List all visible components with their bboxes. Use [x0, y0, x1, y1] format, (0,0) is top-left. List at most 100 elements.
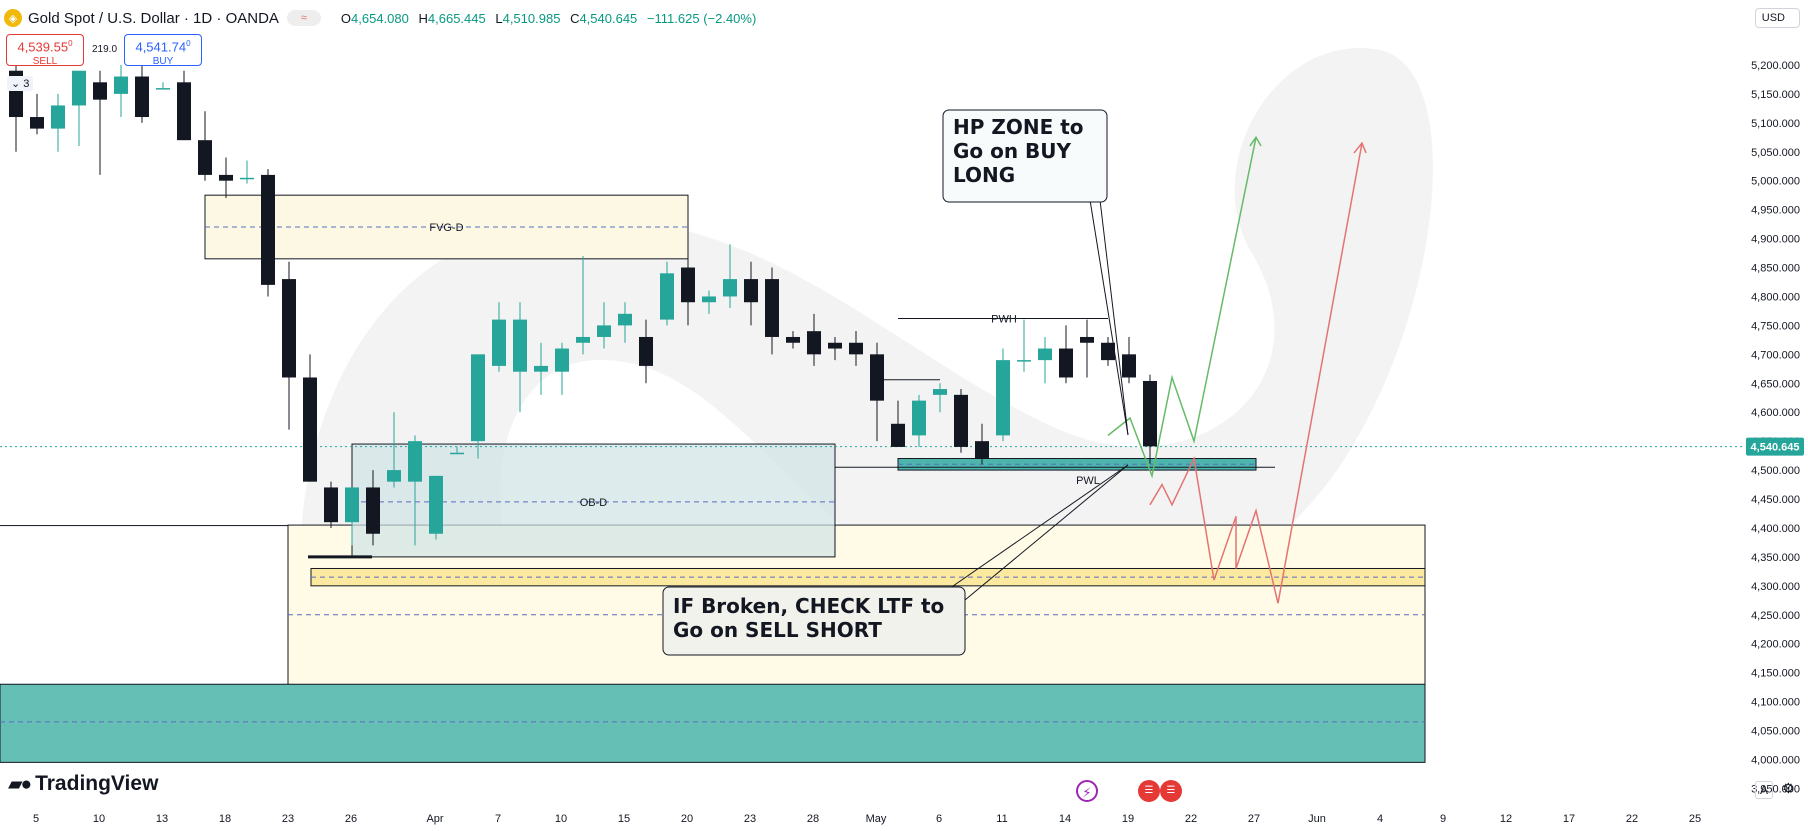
candle-body-40 — [849, 342, 863, 355]
gold-coin-icon: ◈ — [4, 9, 22, 27]
price-tag — [1746, 437, 1804, 456]
lots-stepper[interactable]: ⌄ 3 — [7, 76, 34, 91]
candle-body-17 — [366, 487, 380, 534]
candle-body-33 — [702, 296, 716, 303]
symbol-title[interactable]: Gold Spot / U.S. Dollar · 1D · OANDA — [28, 9, 279, 27]
x-tick-19: 27 — [1248, 813, 1260, 825]
candle-body-42 — [891, 423, 905, 447]
candle-body-6 — [135, 76, 149, 118]
gear-icon[interactable]: ⚙ — [1782, 780, 1795, 796]
sell-button[interactable]: 4,539.550 SELL — [6, 34, 84, 67]
candle-body-44 — [933, 389, 947, 395]
y-tick-5: 4,950.000 — [1751, 205, 1800, 217]
y-tick-20: 4,200.000 — [1751, 639, 1800, 651]
chart-header: ◈ Gold Spot / U.S. Dollar · 1D · OANDA ≈… — [0, 0, 756, 36]
candle-body-46 — [975, 441, 989, 459]
x-tick-22: 9 — [1440, 813, 1446, 825]
zone-label-1: OB-D — [580, 497, 608, 509]
sell-note-line-1: Go on SELL SHORT — [673, 618, 882, 642]
x-tick-20: Jun — [1308, 813, 1326, 825]
x-tick-16: 14 — [1059, 813, 1071, 825]
callout-pointer-b-1 — [964, 464, 1129, 601]
buy-price: 4,541.74 — [135, 39, 187, 55]
candle-body-37 — [786, 336, 800, 343]
y-tick-17: 4,350.000 — [1751, 552, 1800, 564]
x-tick-21: 4 — [1377, 813, 1383, 825]
candle-body-24 — [513, 319, 527, 372]
zone-2 — [897, 458, 1257, 471]
wave-icon[interactable]: ≈ — [286, 10, 321, 26]
y-tick-9: 4,750.000 — [1751, 320, 1800, 332]
candle-body-11 — [240, 177, 254, 180]
candle-body-16 — [345, 487, 359, 523]
callout-pointer-1 — [939, 464, 1129, 596]
zone-label-0: FVG-D — [429, 222, 463, 234]
x-tick-4: 23 — [282, 813, 294, 825]
candle-body-30 — [639, 336, 653, 366]
open-label: O — [340, 10, 352, 26]
y-tick-7: 4,850.000 — [1751, 263, 1800, 275]
candle-body-45 — [954, 394, 968, 447]
ohlc-readout: O4,654.080 H4,665.445 L4,510.985 C4,540.… — [335, 11, 756, 26]
candle-body-8 — [177, 82, 191, 141]
auto-scale-button[interactable]: A — [1755, 781, 1774, 799]
x-tick-14: 6 — [936, 813, 942, 825]
candle-body-43 — [912, 400, 926, 436]
candle-body-53 — [1122, 354, 1136, 378]
low-label: L — [495, 10, 503, 26]
lightning-icon[interactable]: ⚡ — [1076, 780, 1098, 802]
lots-value: 3 — [23, 78, 30, 90]
y-tick-21: 4,150.000 — [1751, 668, 1800, 680]
buy-price-sup: 0 — [186, 39, 191, 48]
candle-body-27 — [576, 336, 590, 343]
candle-body-47 — [996, 360, 1010, 436]
candle-body-36 — [765, 279, 779, 337]
us-flag-icon[interactable]: ☰ — [1138, 780, 1160, 802]
candle-body-26 — [555, 348, 569, 372]
candle-body-49 — [1038, 348, 1052, 361]
x-tick-0: 5 — [33, 813, 39, 825]
y-tick-16: 4,400.000 — [1751, 523, 1800, 535]
x-tick-25: 22 — [1626, 813, 1638, 825]
sell-note-line-0: IF Broken, CHECK LTF to — [673, 594, 944, 618]
x-tick-7: 7 — [495, 813, 501, 825]
candle-body-1 — [30, 117, 44, 129]
candle-body-51 — [1080, 336, 1094, 343]
close-label: C — [570, 10, 580, 26]
x-tick-23: 12 — [1500, 813, 1512, 825]
high-value: 4,665.445 — [427, 10, 486, 26]
candle-body-15 — [324, 487, 338, 523]
y-tick-8: 4,800.000 — [1751, 291, 1800, 303]
candle-body-10 — [219, 174, 233, 181]
candle-body-4 — [93, 82, 107, 100]
candle-body-20 — [429, 475, 443, 534]
zone-5 — [0, 683, 1426, 763]
candle-body-28 — [597, 325, 611, 337]
candle-body-9 — [198, 140, 212, 175]
projection-sell-path — [1149, 142, 1363, 604]
callout-pointer-b-0 — [1089, 199, 1129, 436]
y-tick-10: 4,700.000 — [1751, 349, 1800, 361]
close-value: 4,540.645 — [579, 10, 638, 26]
y-tick-3: 5,050.000 — [1751, 147, 1800, 159]
chevron-down-icon: ⌄ — [11, 78, 24, 90]
us-flag-icon-2[interactable]: ☰ — [1160, 780, 1182, 802]
x-tick-6: Apr — [426, 813, 443, 825]
y-tick-12: 4,600.000 — [1751, 407, 1800, 419]
tradingview-logo[interactable]: ▰● TradingView — [8, 772, 158, 796]
candle-body-38 — [807, 331, 821, 355]
x-tick-1: 10 — [93, 813, 105, 825]
candle-body-39 — [828, 342, 842, 349]
callout-box-1 — [662, 586, 966, 656]
change-value: −111.625 (−2.40%) — [646, 10, 757, 26]
currency-select[interactable]: USD — [1754, 8, 1800, 28]
buy-button[interactable]: 4,541.740 BUY — [124, 34, 202, 67]
buy-note-line-2: LONG — [953, 163, 1015, 187]
callout-pointer-0 — [1099, 199, 1129, 436]
x-tick-3: 18 — [219, 813, 231, 825]
x-tick-13: May — [866, 813, 887, 825]
x-tick-12: 28 — [807, 813, 819, 825]
callout-box-0 — [942, 109, 1108, 203]
candle-body-32 — [681, 267, 695, 303]
